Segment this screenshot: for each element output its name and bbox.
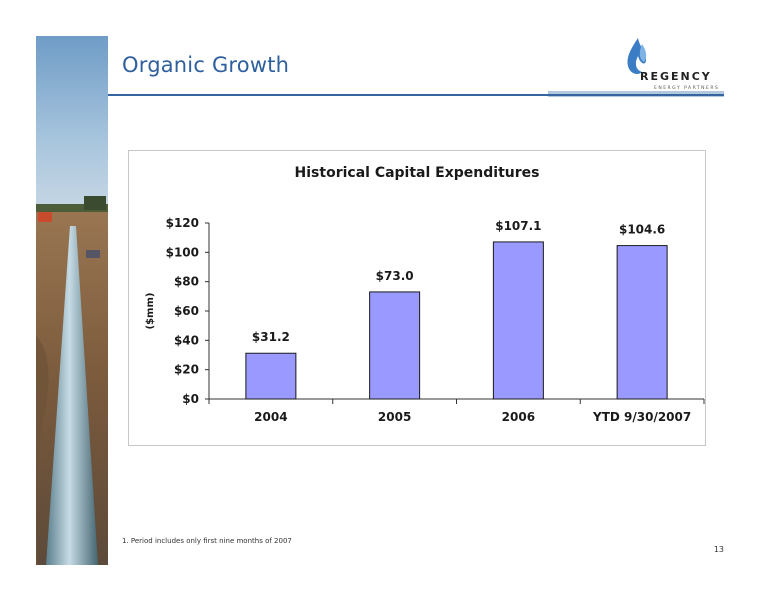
x-tick-label: 2005	[378, 410, 411, 424]
footnote: 1. Period includes only first nine month…	[122, 537, 292, 545]
svg-text:REGENCY: REGENCY	[640, 70, 712, 83]
y-tick-label: $20	[174, 363, 199, 377]
page-number: 13	[713, 545, 724, 554]
bar-2004	[245, 352, 297, 400]
y-tick-label: $120	[166, 216, 199, 230]
y-tick-label: $80	[174, 275, 199, 289]
regency-logo: REGENCY ENERGY PARTNERS	[620, 34, 724, 92]
bar-YTD-9-30-2007	[616, 245, 668, 400]
x-tick-label: YTD 9/30/2007	[592, 410, 691, 424]
slide-title: Organic Growth	[122, 53, 290, 77]
chart-plot: $0 $20 $40 $60 $80 $100 $120 ($mm) $31.2 2004 $73.…	[145, 216, 705, 424]
y-tick-label: $0	[182, 392, 199, 406]
pipeline-photo	[36, 36, 108, 565]
data-label: $73.0	[376, 269, 414, 283]
title-rule	[108, 94, 724, 96]
y-axis-title: ($mm)	[145, 293, 156, 330]
flame-icon	[627, 38, 646, 74]
x-tick-label: 2006	[502, 410, 535, 424]
x-tick-label: 2004	[254, 410, 287, 424]
bar-2005	[369, 291, 421, 400]
y-tick-label: $100	[166, 245, 199, 259]
y-tick-label: $40	[174, 333, 199, 347]
data-label: $107.1	[495, 219, 541, 233]
bar-2006	[492, 241, 544, 400]
y-tick-label: $60	[174, 304, 199, 318]
chart-title: Historical Capital Expenditures	[294, 165, 540, 181]
data-label: $104.6	[619, 223, 665, 237]
data-label: $31.2	[252, 330, 290, 344]
capex-chart: Historical Capital Expenditures $0 $20 $40…	[128, 150, 706, 446]
svg-text:ENERGY PARTNERS: ENERGY PARTNERS	[654, 85, 719, 91]
